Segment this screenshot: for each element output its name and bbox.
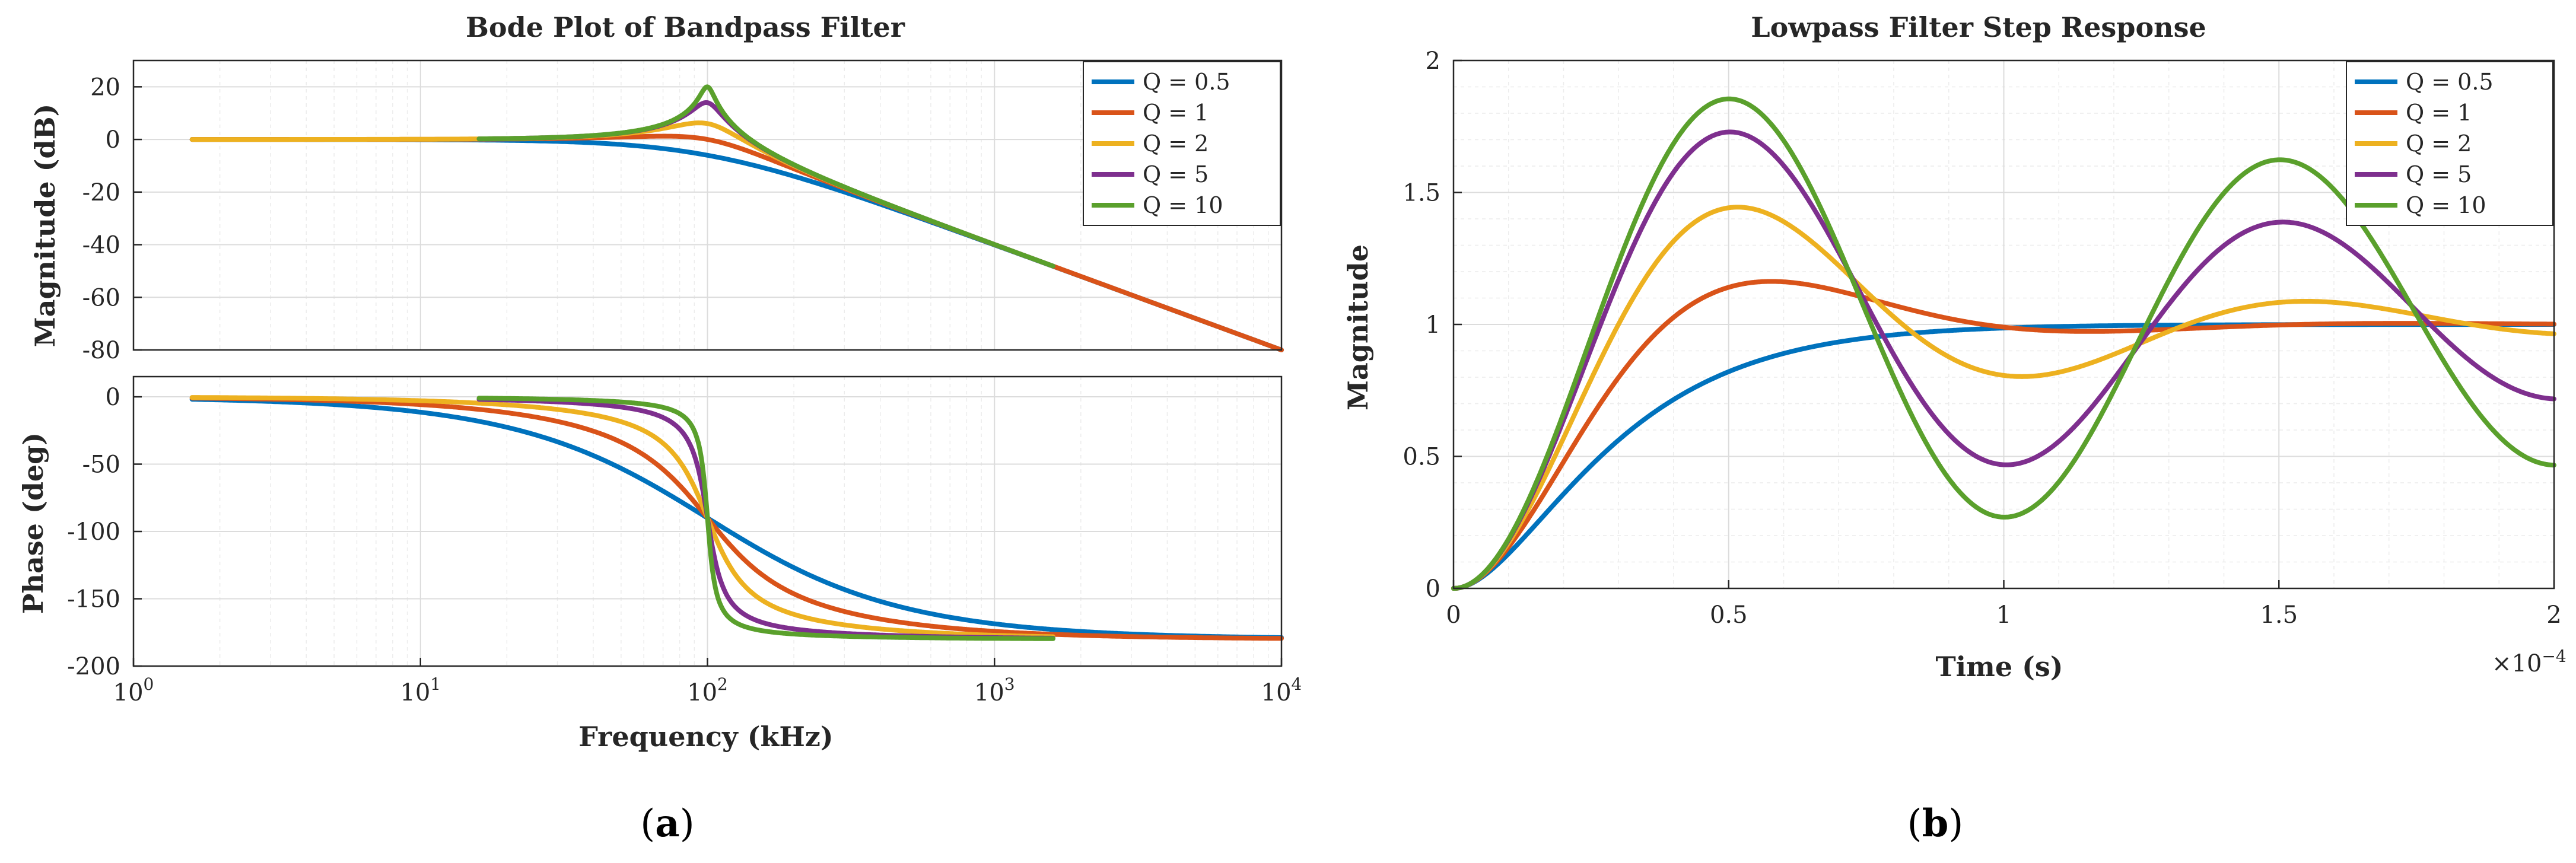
panel-label-a: (a): [640, 801, 694, 846]
step-series-line: [1451, 129, 2556, 591]
phase-ytick-label: -50: [82, 451, 120, 479]
time-xtick-label: 2: [2546, 601, 2561, 629]
phase-ytick-label: -150: [67, 586, 120, 613]
magnitude-plot: Bode Plot of Bandpass Filter Magnitude (…: [29, 11, 1284, 364]
step-legend-label: Q = 0.5: [2406, 69, 2494, 95]
magnitude-ytick-label: -80: [82, 337, 120, 364]
step-response-plot: Lowpass Filter Step Response Magnitude 0…: [1342, 11, 2567, 683]
x-multiplier: ×10−4: [2492, 647, 2567, 677]
step-ytick-label: 0: [1426, 575, 1440, 603]
frequency-xtick-label: 102: [687, 674, 728, 706]
phase-curves: [189, 395, 1284, 641]
frequency-xlabel: Frequency (kHz): [578, 721, 833, 753]
step-legend-label: Q = 1: [2406, 100, 2472, 126]
magnitude-ytick-label: -60: [82, 284, 120, 311]
magnitude-ytick-label: -40: [82, 232, 120, 259]
step-ticks: 0 0.5 1 1.5 2 0 0.5 1 1.5 2: [1403, 47, 2561, 629]
magnitude-frame: [132, 59, 1283, 351]
phase-plot: Phase (deg) 0-50-100-150-200 100 101 102 10…: [17, 375, 1302, 753]
magnitude-legend-label: Q = 2: [1143, 130, 1209, 157]
bode-title: Bode Plot of Bandpass Filter: [466, 11, 905, 43]
phase-yticks: 0 -50 -100 -150 -200: [67, 384, 142, 680]
step-ytick-label: 2: [1426, 47, 1440, 75]
phase-series-line: [189, 396, 1284, 641]
step-curves: [1451, 96, 2556, 591]
magnitude-ytick-label: 20: [90, 74, 120, 101]
step-series-line: [1451, 205, 2556, 591]
phase-frame: [132, 375, 1283, 667]
frequency-xtick-label: 101: [400, 674, 441, 706]
step-legend-label: Q = 2: [2406, 130, 2472, 157]
step-series-line: [1451, 96, 2556, 591]
magnitude-legend-label: Q = 5: [1143, 161, 1209, 187]
step-ylabel: Magnitude: [1342, 244, 1374, 410]
phase-ytick-label: -100: [67, 518, 120, 546]
time-xtick-label: 0: [1446, 601, 1461, 629]
magnitude-legend-label: Q = 1: [1143, 100, 1209, 126]
step-series-line: [1451, 279, 2556, 591]
step-legend: Q = 0.5 Q = 1 Q = 2 Q = 5 Q = 10: [2346, 61, 2553, 226]
phase-ytick-label: 0: [106, 384, 120, 411]
magnitude-series-line: [476, 84, 1055, 269]
magnitude-curves: [189, 84, 1284, 352]
magnitude-ytick-label: 0: [106, 126, 120, 154]
time-xtick-label: 1.5: [2260, 601, 2298, 629]
frequency-xtick-label: 103: [974, 674, 1015, 706]
phase-xticks: 100 101 102 103 104: [113, 658, 1302, 706]
magnitude-yticks: 20 0 -20 -40 -60 -80: [82, 74, 142, 364]
time-xtick-label: 1: [1996, 601, 2011, 629]
phase-ylabel: Phase (deg): [17, 432, 49, 614]
step-title: Lowpass Filter Step Response: [1751, 11, 2206, 43]
magnitude-legend: Q = 0.5 Q = 1 Q = 2 Q = 5 Q = 10: [1083, 61, 1281, 226]
step-ytick-label: 1.5: [1403, 180, 1440, 207]
time-xlabel: Time (s): [1935, 651, 2063, 683]
phase-series-line: [189, 397, 1284, 640]
frequency-xtick-label: 100: [113, 674, 154, 706]
time-xtick-label: 0.5: [1710, 601, 1748, 629]
step-legend-label: Q = 5: [2406, 161, 2472, 187]
step-legend-label: Q = 10: [2406, 192, 2486, 218]
magnitude-ylabel: Magnitude (dB): [29, 104, 61, 348]
magnitude-legend-label: Q = 10: [1143, 192, 1223, 218]
panel-label-b: (b): [1907, 801, 1964, 846]
magnitude-legend-label: Q = 0.5: [1143, 69, 1230, 95]
phase-series-line: [189, 395, 1055, 639]
frequency-xtick-label: 104: [1261, 674, 1302, 706]
step-frame: [1452, 59, 2555, 590]
step-ytick-label: 1: [1426, 311, 1440, 339]
phase-series-line: [476, 396, 1055, 641]
step-ytick-label: 0.5: [1403, 444, 1440, 471]
phase-ytick-label: -200: [67, 653, 120, 680]
magnitude-ytick-label: -20: [82, 179, 120, 206]
